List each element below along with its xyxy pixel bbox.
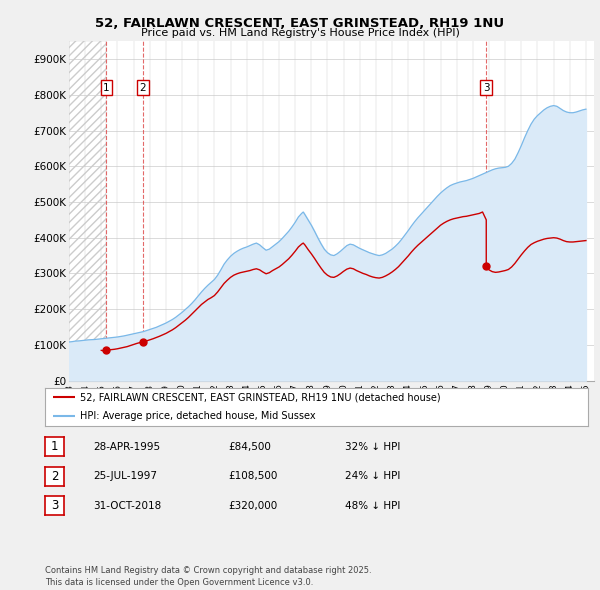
Text: 48% ↓ HPI: 48% ↓ HPI xyxy=(345,501,400,510)
Text: 31-OCT-2018: 31-OCT-2018 xyxy=(93,501,161,510)
Text: 3: 3 xyxy=(51,499,58,512)
Text: 2: 2 xyxy=(140,83,146,93)
Text: 1: 1 xyxy=(51,440,58,453)
Text: 25-JUL-1997: 25-JUL-1997 xyxy=(93,471,157,481)
Text: HPI: Average price, detached house, Mid Sussex: HPI: Average price, detached house, Mid … xyxy=(80,411,316,421)
Bar xyxy=(69,41,106,381)
Text: 1: 1 xyxy=(103,83,110,93)
Text: 2: 2 xyxy=(51,470,58,483)
Text: Contains HM Land Registry data © Crown copyright and database right 2025.
This d: Contains HM Land Registry data © Crown c… xyxy=(45,566,371,587)
Text: £84,500: £84,500 xyxy=(228,442,271,451)
Text: £108,500: £108,500 xyxy=(228,471,277,481)
Text: 28-APR-1995: 28-APR-1995 xyxy=(93,442,160,451)
Text: 52, FAIRLAWN CRESCENT, EAST GRINSTEAD, RH19 1NU (detached house): 52, FAIRLAWN CRESCENT, EAST GRINSTEAD, R… xyxy=(80,392,441,402)
Text: £320,000: £320,000 xyxy=(228,501,277,510)
Text: Price paid vs. HM Land Registry's House Price Index (HPI): Price paid vs. HM Land Registry's House … xyxy=(140,28,460,38)
Text: 3: 3 xyxy=(483,83,490,93)
Text: 52, FAIRLAWN CRESCENT, EAST GRINSTEAD, RH19 1NU: 52, FAIRLAWN CRESCENT, EAST GRINSTEAD, R… xyxy=(95,17,505,30)
Text: 32% ↓ HPI: 32% ↓ HPI xyxy=(345,442,400,451)
Text: 24% ↓ HPI: 24% ↓ HPI xyxy=(345,471,400,481)
